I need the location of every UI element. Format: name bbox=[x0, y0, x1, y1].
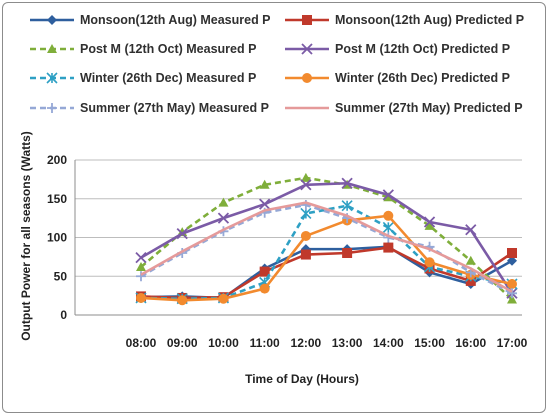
data-point bbox=[465, 255, 476, 265]
series-8 bbox=[140, 201, 513, 293]
data-point bbox=[300, 207, 312, 220]
data-point bbox=[259, 266, 270, 277]
data-point bbox=[47, 44, 57, 53]
data-point bbox=[177, 295, 188, 306]
data-point bbox=[136, 271, 146, 282]
series-line bbox=[140, 246, 513, 300]
x-tick-label: 16:00 bbox=[455, 336, 486, 350]
data-point bbox=[424, 257, 435, 268]
data-point bbox=[217, 212, 230, 224]
series-6 bbox=[136, 210, 517, 306]
data-point bbox=[218, 293, 229, 304]
data-point bbox=[259, 283, 270, 294]
x-tick-label: 11:00 bbox=[250, 336, 280, 350]
data-point bbox=[424, 220, 435, 230]
legend-label: Post M (12th Oct) Measured P bbox=[80, 42, 257, 56]
legend-swatch bbox=[30, 72, 74, 84]
y-tick-label: 50 bbox=[54, 269, 68, 283]
legend-label: Summer (27th May) Measured P bbox=[80, 101, 269, 115]
series-4 bbox=[135, 177, 518, 299]
y-tick-label: 0 bbox=[60, 308, 67, 322]
y-tick-label: 200 bbox=[47, 153, 67, 167]
x-tick-label: 09:00 bbox=[167, 336, 198, 350]
legend-label: Monsoon(12th Aug) Predicted P bbox=[335, 13, 525, 27]
data-point bbox=[302, 15, 312, 25]
data-point bbox=[383, 192, 394, 202]
data-point bbox=[341, 177, 353, 189]
legend-item: Monsoon(12th Aug) Predicted P bbox=[283, 10, 524, 30]
data-point bbox=[382, 189, 394, 201]
data-point bbox=[507, 279, 517, 289]
data-point bbox=[176, 227, 188, 240]
legend-label: Monsoon(12th Aug) Measured P bbox=[80, 13, 271, 27]
data-point bbox=[342, 248, 353, 258]
legend-label: Winter (26th Dec) Predicted P bbox=[335, 71, 510, 85]
legend-item: Summer (27th May) Predicted P bbox=[283, 98, 523, 118]
series-line bbox=[140, 203, 513, 295]
data-point bbox=[300, 230, 311, 241]
y-axis-label: Output Power for all seasons (Watts) bbox=[19, 131, 33, 341]
legend-label: Winter (26th Dec) Measured P bbox=[80, 71, 257, 85]
data-point bbox=[301, 43, 313, 55]
data-point bbox=[383, 210, 394, 221]
data-point bbox=[259, 198, 271, 210]
legend-swatch bbox=[30, 44, 74, 53]
legend-label: Summer (27th May) Predicted P bbox=[335, 101, 523, 115]
series-3 bbox=[136, 172, 517, 304]
legend-item: Winter (26th Dec) Predicted P bbox=[283, 68, 510, 88]
legend-swatch bbox=[30, 15, 74, 25]
data-point bbox=[259, 179, 270, 189]
x-tick-label: 15:00 bbox=[414, 336, 445, 350]
data-point bbox=[135, 252, 147, 264]
legend-swatch bbox=[285, 106, 329, 110]
legend-item: Post M (12th Oct) Measured P bbox=[28, 39, 256, 59]
legend-swatch bbox=[285, 73, 329, 83]
data-point bbox=[136, 292, 146, 303]
y-tick-label: 150 bbox=[47, 192, 67, 206]
data-point bbox=[300, 179, 312, 191]
data-point bbox=[507, 288, 517, 299]
data-point bbox=[507, 294, 517, 304]
data-point bbox=[382, 221, 394, 233]
series-line bbox=[140, 201, 513, 293]
x-tick-label: 12:00 bbox=[291, 336, 322, 350]
y-tick-label: 100 bbox=[47, 231, 67, 245]
data-point bbox=[507, 248, 517, 258]
legend-item: Winter (26th Dec) Measured P bbox=[28, 68, 256, 88]
data-point bbox=[300, 249, 311, 260]
data-point bbox=[136, 261, 146, 271]
data-point bbox=[46, 72, 58, 84]
legend-label: Post M (12th Oct) Predicted P bbox=[335, 42, 511, 56]
legend-swatch bbox=[285, 15, 329, 25]
data-point bbox=[423, 216, 436, 228]
series-line bbox=[140, 204, 513, 301]
data-point bbox=[465, 224, 477, 236]
data-point bbox=[507, 255, 517, 266]
data-point bbox=[383, 242, 394, 253]
series-line bbox=[140, 176, 513, 301]
legend-item: Summer (27th May) Measured P bbox=[28, 98, 269, 118]
legend-swatch bbox=[30, 103, 74, 113]
x-tick-label: 08:00 bbox=[126, 336, 157, 350]
series-line bbox=[140, 181, 514, 295]
data-point bbox=[300, 172, 311, 182]
x-axis-label: Time of Day (Hours) bbox=[245, 372, 359, 386]
series-line bbox=[140, 214, 513, 302]
data-point bbox=[47, 15, 57, 25]
x-tick-label: 10:00 bbox=[208, 336, 239, 350]
x-tick-label: 13:00 bbox=[332, 336, 363, 350]
data-point bbox=[341, 200, 353, 212]
data-point bbox=[218, 197, 229, 207]
series-5 bbox=[135, 200, 518, 305]
x-tick-label: 14:00 bbox=[373, 336, 404, 350]
legend: Monsoon(12th Aug) Measured P Monsoon(12th… bbox=[0, 0, 550, 150]
data-point bbox=[302, 73, 312, 83]
x-tick-label: 17:00 bbox=[497, 336, 528, 350]
data-point bbox=[47, 103, 57, 113]
legend-swatch bbox=[285, 43, 329, 55]
legend-item: Monsoon(12th Aug) Measured P bbox=[28, 10, 271, 30]
legend-item: Post M (12th Oct) Predicted P bbox=[283, 39, 510, 59]
